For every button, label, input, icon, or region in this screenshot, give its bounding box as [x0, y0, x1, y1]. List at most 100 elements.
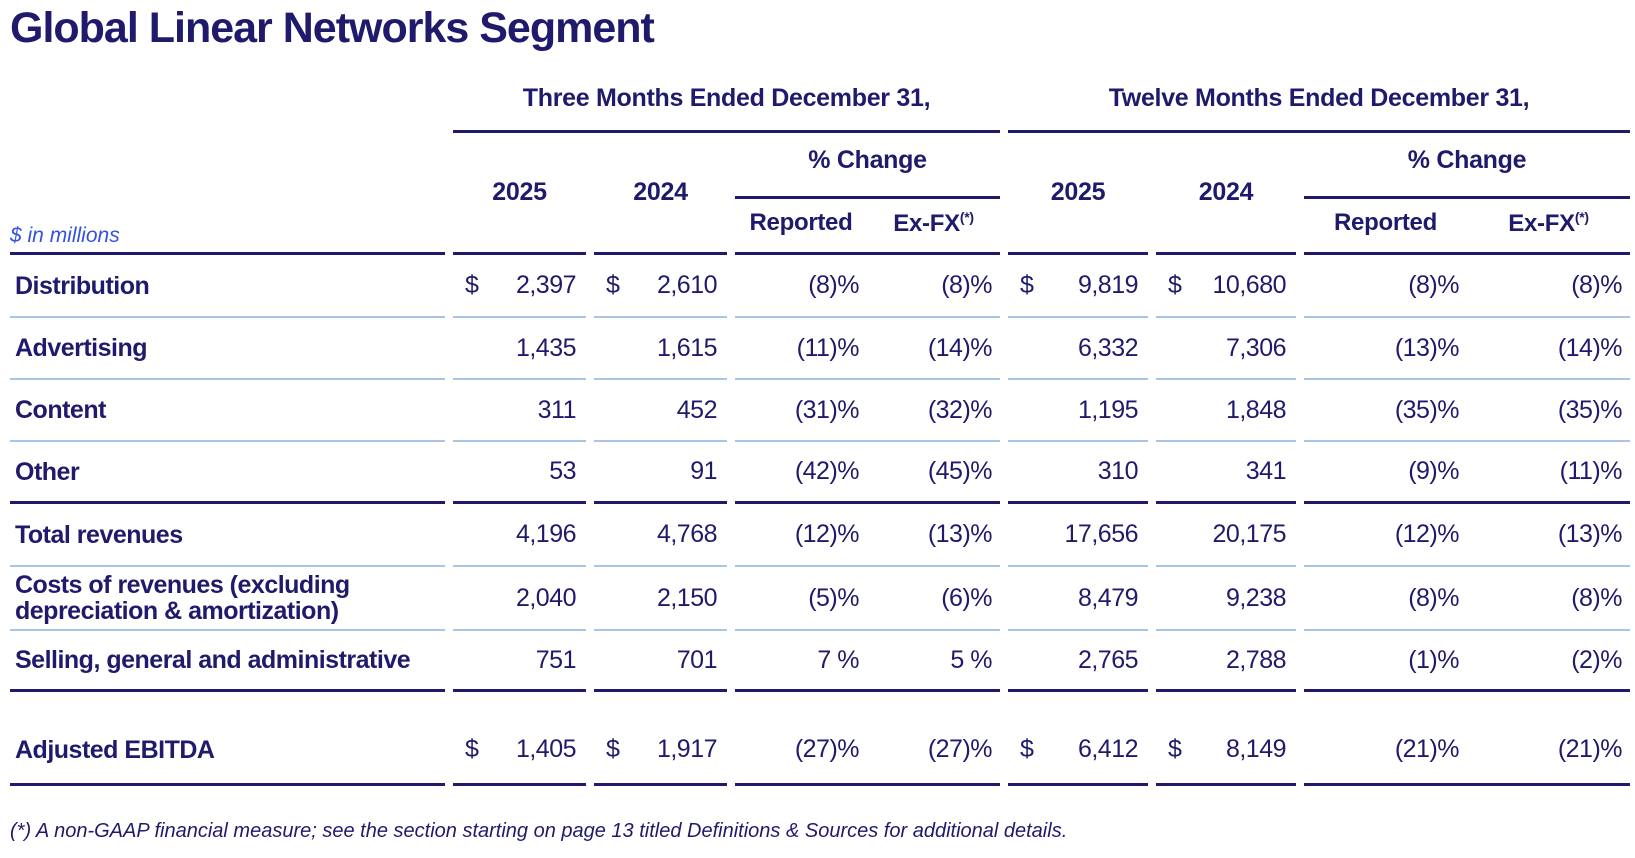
cell-12m-exfx: (11)% [1559, 457, 1623, 485]
cell-3m-2025: 4,196 [453, 504, 586, 567]
column-gap [1296, 255, 1304, 318]
column-gap [1148, 567, 1156, 631]
pct-pair-3m: 7 % 5 % [735, 631, 1000, 692]
column-gap [1000, 380, 1008, 442]
column-gap [445, 255, 453, 318]
year-header-2025-twelve: 2025 [1050, 178, 1106, 206]
cell-12m-2025: 6,332 [1008, 318, 1148, 380]
exfx-header-three: Ex-FX(*) [867, 209, 1000, 238]
header-rule-label [10, 252, 445, 255]
table-row-adjusted-ebitda: Adjusted EBITDA $1,405 $1,917 (27)% (27)… [0, 692, 1635, 786]
cell-3m-2024: 4,768 [594, 504, 727, 567]
cell-12m-2024: 7,306 [1156, 318, 1296, 380]
cell-12m-exfx: (8)% [1571, 583, 1622, 612]
pct-pair-12m: (12)% (13)% [1304, 504, 1630, 567]
cell-3m-2024: $2,610 [594, 255, 727, 318]
column-gap [445, 380, 453, 442]
column-gap [1000, 318, 1008, 380]
pct-pair-12m: (1)% (2)% [1304, 631, 1630, 692]
column-gap [445, 442, 453, 504]
column-gap [727, 380, 735, 442]
column-gap [1000, 504, 1008, 567]
cell-3m-2024: $1,917 [594, 716, 727, 786]
pct-change-header-twelve: % Change [1407, 146, 1527, 174]
dollar-sign: $ [606, 271, 620, 299]
column-gap [1000, 716, 1008, 786]
column-gap [1296, 380, 1304, 442]
column-gap [445, 504, 453, 567]
column-gap [1296, 504, 1304, 567]
cell-12m-2025: 310 [1008, 442, 1148, 504]
column-gap [727, 716, 735, 786]
cell-3m-reported: 7 % [817, 645, 859, 674]
column-gap [727, 442, 735, 504]
year-header-2024-twelve: 2024 [1198, 178, 1254, 206]
row-label: Adjusted EBITDA [10, 716, 445, 786]
dollar-sign: $ [465, 735, 479, 763]
exfx-footnote-marker: (*) [959, 209, 974, 225]
table-body: Distribution $2,397 $2,610 (8)% (8)% $9,… [0, 255, 1635, 786]
page-title: Global Linear Networks Segment [10, 4, 655, 52]
column-gap [445, 567, 453, 631]
cell-12m-reported: (9)% [1408, 457, 1459, 485]
cell-3m-2024: 1,615 [594, 318, 727, 380]
cell-12m-exfx: (14)% [1557, 333, 1623, 362]
year-header-2024-three: 2024 [633, 178, 688, 206]
exfx-header-twelve: Ex-FX(*) [1467, 209, 1630, 238]
cell-3m-exfx: (13)% [927, 520, 993, 548]
column-gap [1148, 504, 1156, 567]
cell-3m-reported: (31)% [794, 395, 860, 424]
row-label: Costs of revenues (excluding depreciatio… [10, 567, 445, 631]
pct-change-header-three: % Change [808, 146, 927, 174]
table-row-other: Other 53 91 (42)% (45)% 310 341 (9)% (11… [0, 442, 1635, 504]
cell-12m-reported: (12)% [1394, 520, 1460, 548]
cell-3m-2025: 311 [453, 380, 586, 442]
cell-3m-reported: (12)% [794, 520, 860, 548]
column-gap [727, 504, 735, 567]
cell-12m-exfx: (8)% [1571, 271, 1622, 299]
column-gap [727, 318, 735, 380]
cell-3m-2025: 2,040 [453, 567, 586, 631]
column-gap [1296, 567, 1304, 631]
header-rule [1008, 252, 1148, 255]
pct-change-underline-three [735, 196, 1000, 199]
table-row-sga: Selling, general and administrative 751 … [0, 631, 1635, 692]
cell-12m-reported: (8)% [1408, 271, 1459, 299]
column-gap [445, 631, 453, 692]
header-rule [594, 252, 727, 255]
cell-12m-2024: $8,149 [1156, 716, 1296, 786]
dollar-sign: $ [606, 735, 620, 763]
exfx-label: Ex-FX [893, 210, 960, 237]
pct-pair-3m: (42)% (45)% [735, 442, 1000, 504]
column-gap [445, 318, 453, 380]
cell-12m-exfx: (13)% [1557, 520, 1623, 548]
cell-12m-2024: $10,680 [1156, 255, 1296, 318]
pct-pair-3m: (8)% (8)% [735, 255, 1000, 318]
row-label: Advertising [10, 318, 445, 380]
column-gap [1148, 255, 1156, 318]
cell-3m-reported: (11)% [796, 333, 860, 362]
pct-pair-12m: (8)% (8)% [1304, 567, 1630, 631]
table-row-distribution: Distribution $2,397 $2,610 (8)% (8)% $9,… [0, 255, 1635, 318]
pct-pair-12m: (9)% (11)% [1304, 442, 1630, 504]
year-header-2025-three: 2025 [492, 178, 547, 206]
dollar-sign: $ [1168, 271, 1182, 299]
pct-pair-3m: (27)% (27)% [735, 716, 1000, 786]
column-gap [727, 567, 735, 631]
exfx-label: Ex-FX [1508, 210, 1575, 237]
cell-12m-2024: 9,238 [1156, 567, 1296, 631]
table-row-content: Content 311 452 (31)% (32)% 1,195 1,848 … [0, 380, 1635, 442]
row-label: Total revenues [10, 504, 445, 567]
pct-pair-3m: (12)% (13)% [735, 504, 1000, 567]
reported-header-three: Reported [749, 209, 853, 236]
units-note: $ in millions [10, 224, 120, 247]
cell-3m-2025: $1,405 [453, 716, 586, 786]
dollar-sign: $ [1020, 271, 1034, 299]
cell-12m-reported: (35)% [1394, 395, 1460, 424]
cell-3m-2025: $2,397 [453, 255, 586, 318]
cell-12m-exfx: (35)% [1557, 395, 1623, 424]
column-gap [727, 631, 735, 692]
cell-12m-exfx: (21)% [1557, 735, 1623, 763]
group-header-three-months: Three Months Ended December 31, [522, 84, 931, 112]
